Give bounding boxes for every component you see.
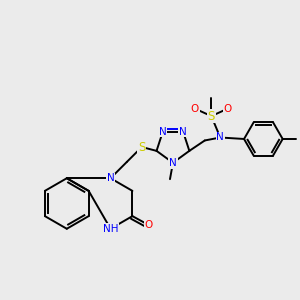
Text: N: N [107,173,114,183]
Text: S: S [138,140,146,154]
Text: N: N [169,158,177,168]
Text: N: N [159,127,167,136]
Text: N: N [179,127,187,136]
Text: NH: NH [103,224,118,234]
Text: O: O [191,104,199,114]
Text: O: O [224,104,232,114]
Text: N: N [216,133,224,142]
Text: O: O [145,220,153,230]
Text: S: S [208,110,215,123]
